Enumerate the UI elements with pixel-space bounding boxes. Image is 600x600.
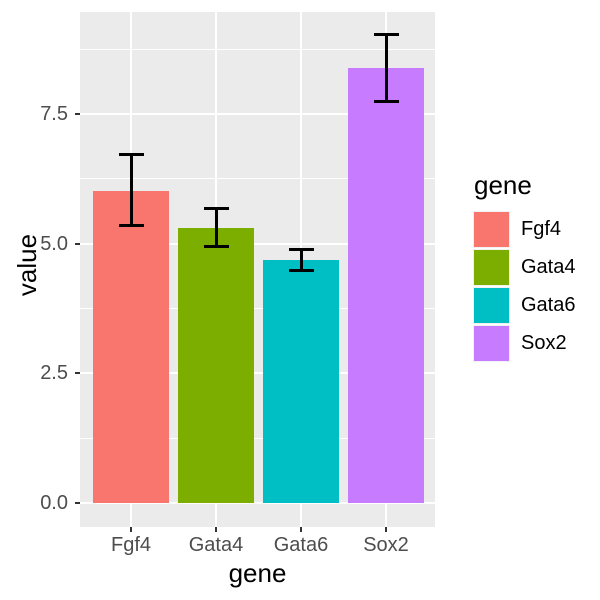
- error-bar-cap-top-gata4: [203, 207, 229, 211]
- error-bar-cap-bottom-fgf4: [118, 223, 144, 227]
- x-tick-mark: [300, 527, 302, 532]
- x-tick-label-gata4: Gata4: [188, 534, 244, 556]
- legend-title: gene: [474, 170, 532, 200]
- legend-label-gata4: Gata4: [521, 256, 576, 278]
- legend-key-sox2: [473, 325, 510, 362]
- y-tick-mark: [75, 372, 80, 375]
- x-tick-label-fgf4: Fgf4: [110, 534, 152, 556]
- error-bar-cap-bottom-gata4: [203, 244, 229, 248]
- legend-label-sox2: Sox2: [521, 332, 567, 354]
- bar-gata4: [178, 227, 254, 503]
- y-tick-mark: [75, 502, 80, 504]
- x-axis-title: gene: [228, 558, 287, 588]
- x-tick-label-sox2: Sox2: [363, 534, 409, 556]
- bar-sox2: [348, 68, 424, 503]
- gridline-minor-y: [80, 178, 435, 180]
- gridline-major-y: [80, 242, 435, 245]
- y-tick-mark: [75, 112, 80, 115]
- legend-item-fgf4: Fgf4: [473, 211, 575, 248]
- x-tick-mark: [215, 527, 217, 532]
- bar-gata6: [263, 260, 339, 503]
- legend-items: Fgf4 Gata4 Gata6 Sox2: [473, 211, 575, 362]
- gridline-minor-y: [80, 307, 435, 309]
- error-bar-cap-top-sox2: [373, 33, 399, 37]
- y-tick-mark: [75, 242, 80, 245]
- legend-key-fgf4: [473, 211, 510, 248]
- legend-item-gata4: Gata4: [473, 249, 575, 286]
- y-tick-label: 7.5: [40, 102, 68, 125]
- legend: gene Fgf4 Gata4 Gata6 Sox2: [473, 171, 575, 363]
- y-tick-label: 2.5: [40, 362, 68, 385]
- legend-label-gata6: Gata6: [521, 294, 576, 316]
- legend-swatch-gata4: [474, 250, 509, 285]
- legend-swatch-sox2: [474, 326, 509, 361]
- legend-item-gata6: Gata6: [473, 287, 575, 324]
- x-tick-mark: [130, 527, 132, 532]
- y-axis-title: value: [12, 233, 42, 297]
- x-tick-mark: [385, 527, 387, 532]
- gridline-minor-y: [80, 437, 435, 439]
- gridline-major-y: [80, 112, 435, 115]
- error-bar-gata4: [214, 208, 218, 247]
- error-bar-cap-bottom-gata6: [288, 268, 314, 272]
- legend-item-sox2: Sox2: [473, 325, 575, 362]
- error-bar-gata6: [299, 249, 303, 271]
- bar-fgf4: [93, 190, 169, 503]
- error-bar-fgf4: [129, 154, 133, 226]
- legend-swatch-fgf4: [474, 212, 509, 247]
- y-tick-label: 5.0: [40, 232, 68, 255]
- error-bar-cap-bottom-sox2: [373, 99, 399, 103]
- plot-panel: [80, 12, 435, 527]
- legend-key-gata6: [473, 287, 510, 324]
- error-bar-cap-top-fgf4: [118, 152, 144, 156]
- gridline-minor-y: [80, 48, 435, 50]
- error-bar-cap-top-gata6: [288, 247, 314, 251]
- gridline-major-y: [80, 502, 435, 504]
- legend-key-gata4: [473, 249, 510, 286]
- y-tick-label: 0.0: [40, 492, 68, 514]
- x-tick-label-gata6: Gata6: [273, 534, 329, 556]
- error-bar-sox2: [384, 34, 388, 102]
- legend-label-fgf4: Fgf4: [521, 218, 562, 240]
- gridline-major-y: [80, 372, 435, 375]
- legend-swatch-gata6: [474, 288, 509, 323]
